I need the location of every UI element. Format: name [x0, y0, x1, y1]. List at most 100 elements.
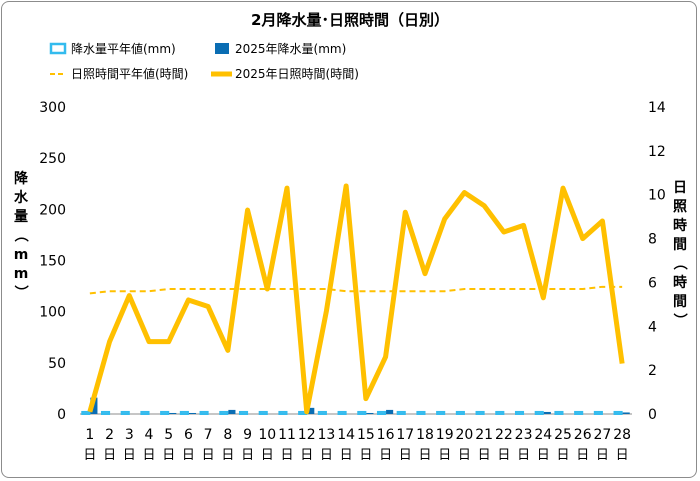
x-tick-label: 12	[298, 427, 316, 443]
bar-precip-normal	[455, 410, 465, 416]
x-tick-day-suffix: 日	[616, 448, 629, 463]
x-tick-label: 6	[184, 427, 193, 443]
bar-precip-normal	[258, 410, 268, 416]
y-right-tick-label: 14	[648, 100, 666, 116]
bar-precip-normal	[534, 410, 544, 416]
y-right-tick-label: 10	[648, 188, 666, 204]
y-right-tick-label: 2	[648, 363, 657, 379]
y-right-tick-label: 4	[648, 319, 657, 335]
x-tick-day-suffix: 日	[162, 448, 175, 463]
axis-title-char: m	[14, 247, 29, 263]
x-tick-label: 17	[396, 427, 414, 443]
bar-precip-2025	[543, 411, 551, 414]
axis-title-char: （	[671, 256, 687, 270]
x-tick-day-suffix: 日	[320, 448, 333, 463]
x-tick-day-suffix: 日	[458, 448, 471, 463]
bar-precip-normal	[219, 410, 229, 416]
bar-precip-2025	[386, 409, 394, 414]
y-right-axis-title: 日照時間（時間）	[671, 180, 687, 327]
x-tick-day-suffix: 日	[300, 448, 313, 463]
axis-title-char: 間	[673, 294, 687, 310]
x-tick-label: 7	[204, 427, 213, 443]
x-tick-label: 15	[357, 427, 375, 443]
x-tick-label: 1	[85, 427, 94, 443]
bar-precip-2025	[228, 409, 236, 414]
x-tick-day-suffix: 日	[142, 448, 155, 463]
x-tick-label: 23	[515, 427, 533, 443]
bar-precip-normal	[593, 410, 603, 416]
x-tick-label: 22	[495, 427, 513, 443]
legend-label-sun-2025: 2025年日照時間(時間)	[235, 67, 359, 81]
bar-precip-normal	[416, 410, 426, 416]
x-tick-day-suffix: 日	[379, 448, 392, 463]
x-tick-label: 14	[337, 427, 355, 443]
x-tick-day-suffix: 日	[261, 448, 274, 463]
x-tick-day-suffix: 日	[202, 448, 215, 463]
axis-title-char: 日	[673, 180, 687, 196]
x-tick-label: 16	[377, 427, 395, 443]
x-tick-label: 27	[594, 427, 612, 443]
axis-title-char: 時	[673, 217, 687, 234]
x-tick-day-suffix: 日	[537, 448, 550, 463]
x-tick-label: 4	[145, 427, 154, 443]
axis-title-char: 時	[673, 274, 687, 291]
x-tick-label: 24	[534, 427, 552, 443]
lines	[87, 183, 625, 415]
y-left-tick-label: 50	[48, 356, 66, 372]
legend-swatch-precip-normal	[49, 42, 67, 55]
legend-label-precip-2025: 2025年降水量(mm)	[235, 42, 346, 56]
axis-title-char: （	[12, 228, 28, 242]
legend: 降水量平年値(mm) 2025年降水量(mm) 日照時間平年値(時間) 2025…	[49, 41, 359, 81]
bar-precip-normal	[514, 410, 525, 416]
y-left-tick-label: 250	[39, 151, 66, 167]
x-tick-day-suffix: 日	[359, 448, 372, 463]
axis-title-char: 量	[14, 209, 28, 225]
bars	[81, 397, 630, 416]
x-tick-day-suffix: 日	[556, 448, 569, 463]
y-left-tick-label: 300	[39, 100, 66, 116]
bar-precip-normal	[396, 410, 406, 416]
chart-title: 2月降水量･日照時間（日別）	[251, 11, 449, 29]
x-tick-day-suffix: 日	[340, 448, 353, 463]
x-tick-day-suffix: 日	[596, 448, 609, 463]
bar-precip-normal	[554, 410, 564, 416]
line-sun-normal	[89, 285, 623, 295]
x-tick-day-suffix: 日	[399, 448, 412, 463]
x-tick-label: 20	[456, 427, 474, 443]
right-axis-ticks: 0 2 4 6 8 10 12 14	[648, 100, 666, 423]
bar-precip-2025	[169, 412, 177, 414]
bar-precip-normal	[179, 410, 189, 416]
x-tick-label: 28	[613, 427, 631, 443]
x-tick-day-suffix: 日	[517, 448, 530, 463]
x-tick-label: 18	[416, 427, 434, 443]
bar-precip-2025	[307, 407, 315, 414]
bar-precip-normal	[140, 410, 150, 416]
x-tick-day-suffix: 日	[280, 448, 293, 463]
x-tick-label: 11	[278, 427, 296, 443]
x-tick-day-suffix: 日	[221, 448, 234, 463]
x-tick-day-suffix: 日	[83, 448, 96, 463]
y-left-tick-label: 200	[39, 202, 66, 218]
axis-title-char: ）	[671, 313, 687, 327]
bar-precip-normal	[475, 410, 485, 416]
y-right-tick-label: 12	[648, 144, 666, 160]
y-right-tick-label: 8	[648, 232, 657, 248]
x-tick-day-suffix: 日	[478, 448, 491, 463]
bar-precip-normal	[337, 410, 347, 416]
y-right-tick-label: 0	[648, 407, 657, 423]
axis-title-char: 降	[14, 170, 29, 187]
x-tick-label: 2	[105, 427, 114, 443]
y-right-tick-label: 6	[648, 275, 657, 291]
x-tick-day-suffix: 日	[103, 448, 116, 463]
axis-title-char: 間	[673, 237, 687, 253]
bar-precip-normal	[199, 410, 209, 416]
axis-title-char: m	[14, 266, 29, 282]
x-tick-label: 19	[436, 427, 454, 443]
legend-label-sun-normal: 日照時間平年値(時間)	[71, 66, 188, 81]
x-tick-day-suffix: 日	[438, 448, 451, 463]
bar-precip-normal	[120, 410, 130, 416]
line-sun-2025	[87, 183, 625, 415]
bar-precip-normal	[376, 410, 387, 416]
x-tick-day-suffix: 日	[418, 448, 431, 463]
bar-precip-normal	[495, 410, 505, 416]
